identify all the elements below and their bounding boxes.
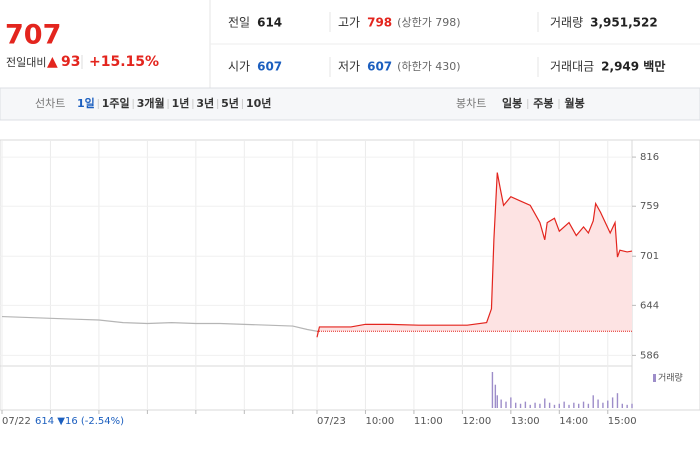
volume-bar	[505, 401, 507, 408]
info-value: 2,949 백만	[601, 59, 665, 74]
info-label: 고가	[338, 16, 360, 30]
volume-bar	[510, 397, 512, 408]
volume-bar	[621, 403, 624, 408]
volume-bar	[519, 403, 522, 408]
volume-bar	[573, 402, 575, 408]
x-tick-label: 13:00	[511, 416, 540, 427]
period-button[interactable]: 5년	[221, 96, 239, 110]
volume-bar	[496, 395, 498, 408]
volume-bar	[611, 397, 614, 408]
volume-bar	[563, 401, 565, 408]
y-tick-label: 701	[640, 251, 659, 262]
info-value: 607	[367, 60, 392, 74]
candle-button[interactable]: 주봉	[533, 97, 553, 110]
change: 93	[61, 54, 80, 70]
x-tick-label: 11:00	[414, 416, 443, 427]
chart-frame	[0, 139, 700, 411]
volume-bar	[631, 403, 633, 408]
volume-bar	[616, 393, 619, 408]
x-tick-label: 14:00	[559, 416, 588, 427]
x-tick-label: 15:00	[608, 416, 637, 427]
volume-bar	[548, 402, 551, 408]
x-tick-label: 07/22	[2, 416, 31, 427]
toolbar-label: 선차트	[35, 97, 65, 110]
volume-bar	[494, 384, 497, 408]
volume-bar	[602, 402, 604, 408]
y-tick-label: 816	[640, 152, 659, 163]
y-tick-label: 759	[640, 201, 659, 212]
toolbar-label: 봉차트	[456, 97, 486, 110]
price: 707	[5, 20, 61, 51]
info-label: 전일	[228, 16, 250, 30]
price-line	[316, 172, 633, 338]
info-label: 거래대금	[550, 60, 594, 74]
volume-bar	[607, 400, 609, 408]
volume-bar	[568, 404, 570, 408]
info-label: 거래량	[550, 16, 583, 30]
volume-bar	[500, 399, 502, 408]
candle-button[interactable]: 일봉	[502, 96, 522, 110]
volume-bar	[529, 404, 531, 408]
toolbar	[0, 87, 700, 121]
info-extra: (하한가 430)	[397, 59, 460, 73]
info-extra: (상한가 798)	[397, 16, 460, 29]
volume-bar	[592, 395, 594, 408]
y-tick-label: 644	[640, 300, 659, 311]
info-label: 저가	[338, 60, 360, 74]
change-label: 전일대비	[6, 55, 46, 69]
volume-bar	[539, 403, 541, 408]
period-button[interactable]: 3년	[196, 96, 214, 110]
period-button[interactable]: 1년	[172, 96, 190, 110]
info-value: 614	[257, 16, 282, 30]
x-tick-label: 12:00	[462, 416, 491, 427]
volume-bar	[553, 404, 556, 408]
volume-bar	[524, 401, 527, 408]
legend-swatch	[653, 374, 656, 382]
candle-button[interactable]: 월봉	[565, 96, 585, 110]
volume-bar	[491, 372, 494, 408]
info-label: 시가	[228, 60, 250, 74]
period-button[interactable]: 10년	[246, 96, 271, 110]
price-line	[1, 315, 318, 332]
change-arrow: ▲	[47, 54, 58, 70]
info-value: 798	[367, 16, 392, 30]
volume-bar	[582, 401, 585, 408]
period-button[interactable]: 3개월	[137, 96, 165, 110]
period-button[interactable]: 1주일	[102, 96, 130, 110]
info-value: 3,951,522	[590, 16, 658, 30]
volume-bar	[544, 398, 546, 408]
info-value: 607	[257, 60, 282, 74]
volume-bar	[587, 403, 590, 408]
volume-bar	[558, 403, 561, 408]
volume-bar	[626, 404, 628, 408]
legend-label: 거래량	[658, 372, 683, 384]
y-tick-label: 586	[640, 350, 659, 361]
volume-bar	[514, 402, 517, 408]
period-button[interactable]: 1일	[77, 96, 95, 110]
prev-info: 614 ▼16 (-2.54%)	[35, 416, 124, 427]
x-tick-label: 10:00	[365, 416, 394, 427]
area-fill	[317, 172, 632, 338]
volume-bar	[577, 403, 580, 408]
volume-bar	[597, 399, 599, 408]
x-tick-label: 07/23	[317, 416, 346, 427]
volume-bar	[534, 402, 536, 408]
change-pct: +15.15%	[89, 54, 159, 70]
